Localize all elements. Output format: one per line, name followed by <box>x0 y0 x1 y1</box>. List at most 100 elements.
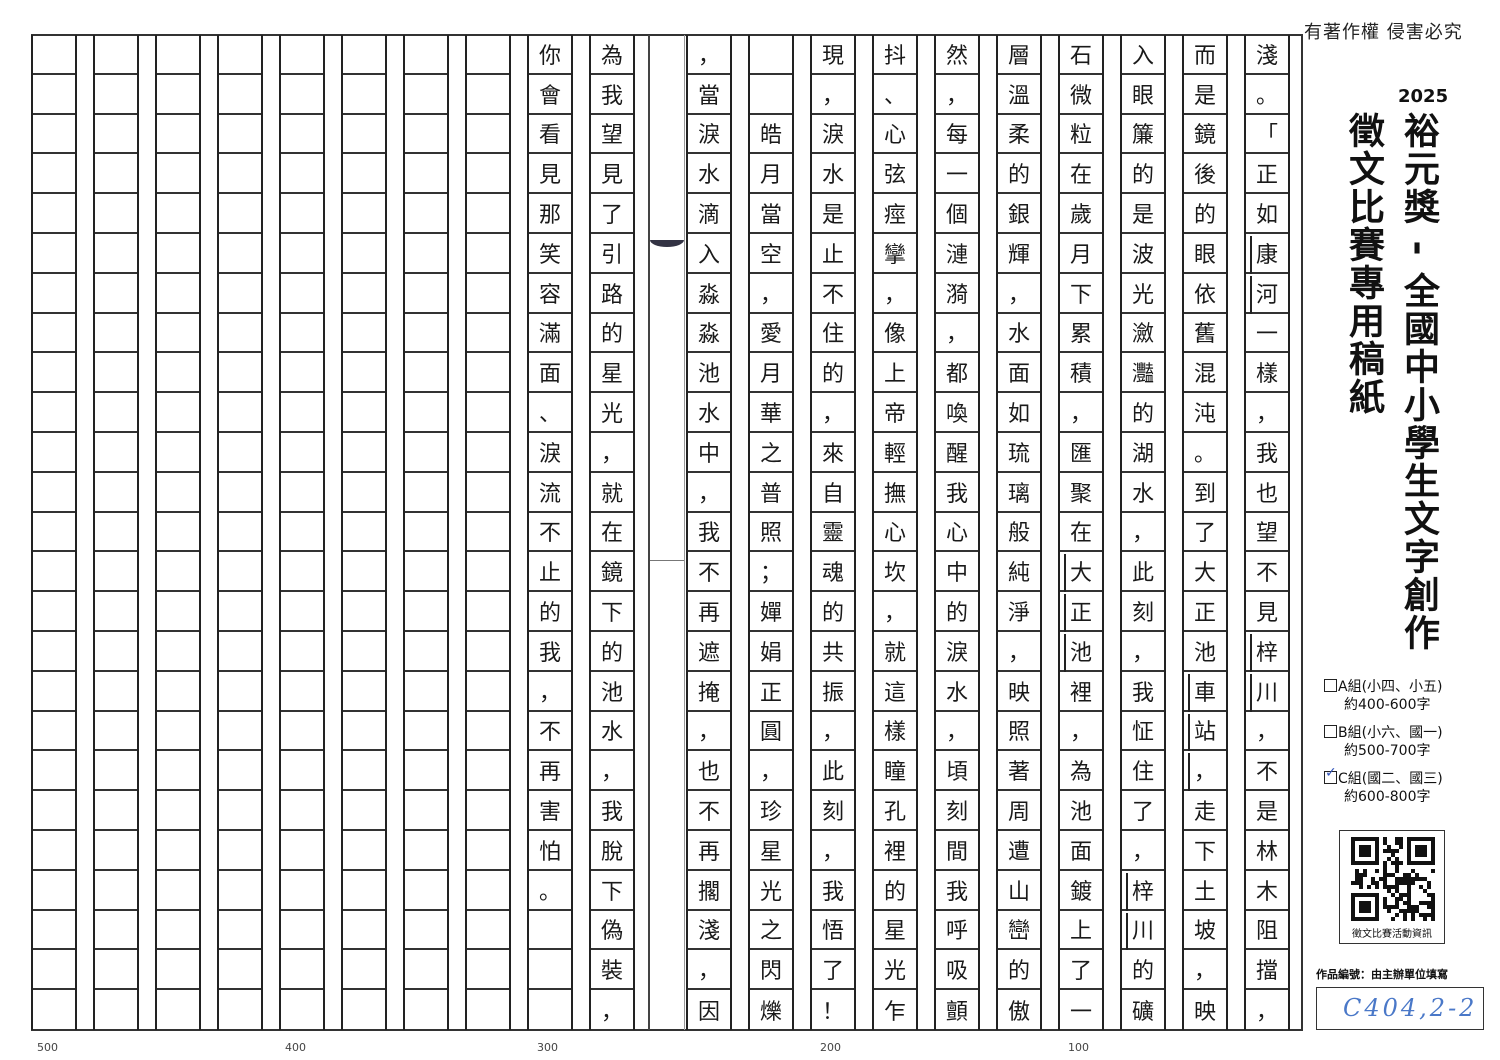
grid-cell: 那 <box>529 194 571 234</box>
grid-cell <box>33 513 75 553</box>
grid-cell <box>467 911 509 951</box>
grid-cell: 望 <box>1246 513 1288 553</box>
grid-cell <box>33 831 75 871</box>
grid-cell <box>157 513 199 553</box>
grid-cell <box>467 672 509 712</box>
grid-cell: 星 <box>874 911 916 951</box>
contest-title: 裕元獎 - 全國中小學生文字創作 <box>1398 112 1439 653</box>
grid-cell: 純 <box>998 552 1040 593</box>
page-seam <box>648 35 685 1030</box>
grid-cell: 個 <box>936 194 978 234</box>
grid-cell: 我 <box>591 791 633 831</box>
grid-cell: 池 <box>688 353 730 394</box>
grid-cell <box>405 911 447 951</box>
grid-cell: 微 <box>1060 75 1102 115</box>
grid-cell: 一 <box>1069 1000 1092 1026</box>
grid-cell: ， <box>529 672 571 712</box>
grid-cell <box>157 950 199 991</box>
grid-cell <box>405 433 447 473</box>
grid-cell: ， <box>1255 1000 1278 1026</box>
grid-cell: 坎 <box>874 552 916 593</box>
grid-cell <box>281 433 323 473</box>
grid-cell <box>95 393 137 433</box>
grid-cell: 我 <box>936 473 978 513</box>
grid-cell: 水 <box>1122 473 1164 513</box>
grid-cell: 積 <box>1060 353 1102 394</box>
grid-cell: 也 <box>688 751 730 792</box>
entry-id-value: C404,2-2 <box>1343 994 1478 1022</box>
grid-cell <box>33 791 75 831</box>
grid-cell: 淺 <box>1246 35 1288 75</box>
grid-cell: 會 <box>529 75 571 115</box>
qr-code-icon <box>1351 837 1435 921</box>
grid-cell <box>281 513 323 553</box>
grid-cell: 見 <box>591 154 633 195</box>
grid-cell: 在 <box>1060 513 1102 553</box>
grid-cell <box>467 592 509 632</box>
grid-cell <box>343 194 385 234</box>
grid-cell: 淼 <box>688 274 730 314</box>
manuscript-column <box>217 35 263 1030</box>
grid-cell: 映 <box>998 672 1040 712</box>
grid-cell <box>219 274 261 314</box>
grid-cell <box>33 194 75 234</box>
manuscript-column <box>403 35 449 1030</box>
qr-code-panel[interactable]: 徵文比賽活動資訊 <box>1339 830 1445 944</box>
grid-cell: 累 <box>1060 314 1102 354</box>
grid-cell <box>343 552 385 593</box>
grid-cell <box>33 950 75 991</box>
grid-cell: 梓 <box>1246 632 1288 672</box>
grid-cell <box>33 433 75 473</box>
count-marker-300: 300 <box>537 1041 558 1054</box>
grid-cell: 的 <box>998 950 1040 991</box>
grid-cell: 你 <box>529 35 571 75</box>
grid-cell: 一 <box>1246 314 1288 354</box>
grid-cell <box>467 831 509 871</box>
grid-cell <box>95 871 137 911</box>
grid-cell: 圓 <box>750 712 792 752</box>
grid-cell: 周 <box>998 791 1040 831</box>
grid-cell: 住 <box>812 314 854 354</box>
grid-cell <box>157 473 199 513</box>
group-b-checkbox[interactable] <box>1324 725 1337 738</box>
grid-cell <box>405 234 447 274</box>
seam-line <box>650 560 684 561</box>
grid-cell: 正 <box>1060 592 1102 632</box>
grid-cell <box>281 115 323 155</box>
group-c-checkbox[interactable] <box>1324 764 1337 784</box>
grid-cell <box>95 35 137 75</box>
grid-cell: ， <box>812 712 854 752</box>
grid-cell: 怔 <box>1122 712 1164 752</box>
grid-top-border <box>31 34 1302 36</box>
grid-cell: 不 <box>529 712 571 752</box>
grid-cell <box>281 473 323 513</box>
grid-cell <box>343 154 385 195</box>
grid-cell <box>467 154 509 195</box>
grid-cell: 著 <box>998 751 1040 792</box>
grid-cell: 我 <box>936 871 978 911</box>
grid-cell: 下 <box>1184 831 1226 871</box>
manuscript-column <box>93 35 139 1030</box>
grid-cell <box>529 911 571 951</box>
grid-cell: 之 <box>750 911 792 951</box>
grid-cell <box>343 274 385 314</box>
grid-cell: 光 <box>591 393 633 433</box>
grid-cell: 為 <box>1060 751 1102 792</box>
grid-cell: 為 <box>591 35 633 75</box>
grid-cell: 池 <box>591 672 633 712</box>
group-a-label: A組(小四、小五) <box>1338 679 1443 695</box>
grid-cell: ， <box>1122 513 1164 553</box>
grid-cell <box>467 552 509 593</box>
grid-cell: 不 <box>1246 552 1288 593</box>
grid-cell: 乍 <box>883 1000 906 1026</box>
grid-cell <box>467 274 509 314</box>
grid-cell: ； <box>750 552 792 593</box>
grid-cell: 正 <box>1246 154 1288 195</box>
grid-cell: 害 <box>529 791 571 831</box>
group-a-checkbox[interactable] <box>1324 679 1337 692</box>
grid-cell <box>219 592 261 632</box>
grid-cell <box>405 712 447 752</box>
grid-cell <box>529 990 571 1030</box>
grid-cell: 上 <box>1060 911 1102 951</box>
grid-cell <box>219 154 261 195</box>
